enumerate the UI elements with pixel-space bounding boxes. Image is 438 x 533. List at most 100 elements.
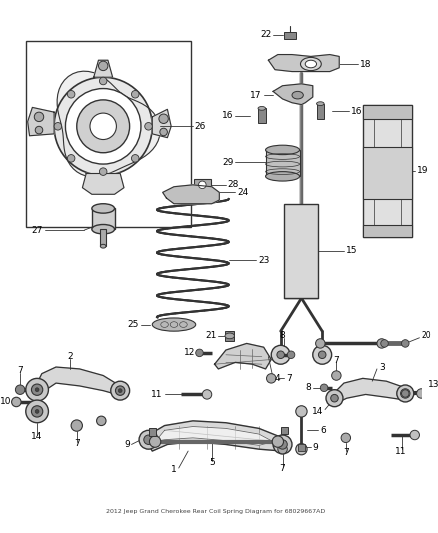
Ellipse shape [265, 145, 300, 155]
Circle shape [377, 338, 386, 348]
Circle shape [397, 385, 414, 402]
Circle shape [116, 386, 125, 395]
Text: 15: 15 [346, 246, 357, 255]
Circle shape [35, 126, 43, 134]
Text: 25: 25 [128, 320, 139, 329]
Ellipse shape [300, 58, 321, 70]
Polygon shape [215, 343, 271, 369]
Text: 27: 27 [32, 225, 43, 235]
Circle shape [77, 100, 130, 153]
Polygon shape [162, 185, 219, 204]
Text: 28: 28 [228, 180, 239, 189]
Circle shape [198, 181, 206, 189]
Circle shape [99, 61, 108, 70]
Circle shape [316, 338, 325, 348]
Circle shape [67, 155, 75, 162]
Bar [225, 331, 234, 341]
Circle shape [326, 390, 343, 407]
Circle shape [54, 77, 152, 175]
Ellipse shape [305, 60, 317, 68]
Text: 8: 8 [280, 332, 286, 341]
Circle shape [318, 351, 326, 359]
Circle shape [271, 345, 290, 364]
Circle shape [202, 390, 212, 399]
Circle shape [35, 409, 39, 413]
Text: 8: 8 [305, 383, 311, 392]
Circle shape [266, 374, 276, 383]
Circle shape [111, 381, 130, 400]
Bar [363, 104, 412, 119]
Text: 17: 17 [250, 91, 262, 100]
Text: 7: 7 [74, 439, 80, 448]
Circle shape [118, 389, 122, 392]
Circle shape [272, 436, 283, 447]
Text: 1: 1 [171, 465, 177, 474]
Polygon shape [268, 54, 339, 71]
Polygon shape [28, 108, 54, 136]
Circle shape [296, 443, 307, 455]
Circle shape [196, 349, 203, 357]
Text: 3: 3 [379, 362, 385, 372]
Text: 6: 6 [320, 426, 326, 435]
Text: 20: 20 [421, 332, 431, 341]
Ellipse shape [265, 172, 300, 181]
Text: 23: 23 [258, 256, 269, 265]
Circle shape [15, 385, 25, 394]
Bar [194, 179, 211, 190]
Circle shape [277, 351, 284, 359]
Circle shape [273, 435, 292, 454]
Polygon shape [148, 421, 283, 451]
Text: 14: 14 [312, 407, 323, 416]
Text: 2012 Jeep Grand Cherokee Rear Coil Spring Diagram for 68029667AD: 2012 Jeep Grand Cherokee Rear Coil Sprin… [106, 509, 325, 514]
Text: 18: 18 [360, 60, 371, 69]
Circle shape [54, 123, 62, 130]
Polygon shape [37, 367, 120, 397]
Circle shape [417, 389, 426, 398]
Ellipse shape [152, 318, 196, 331]
Text: 29: 29 [222, 158, 233, 167]
Circle shape [67, 91, 75, 98]
Text: 10: 10 [0, 398, 12, 407]
Polygon shape [273, 84, 313, 104]
Ellipse shape [92, 224, 114, 234]
Text: 9: 9 [313, 443, 318, 452]
Circle shape [97, 416, 106, 425]
Circle shape [145, 123, 152, 130]
Text: 7: 7 [333, 356, 339, 365]
Bar [284, 32, 296, 38]
Text: 19: 19 [417, 166, 428, 175]
Text: 13: 13 [428, 379, 438, 389]
Text: 2: 2 [67, 352, 73, 361]
Text: 11: 11 [395, 447, 406, 456]
Circle shape [90, 113, 117, 140]
Text: 11: 11 [151, 390, 162, 399]
Circle shape [131, 91, 139, 98]
Circle shape [139, 430, 158, 449]
Text: 26: 26 [195, 122, 206, 131]
Bar [363, 225, 412, 237]
Polygon shape [152, 109, 171, 138]
Text: 16: 16 [222, 111, 233, 120]
Circle shape [26, 378, 49, 401]
Circle shape [149, 436, 161, 447]
Bar [92, 208, 114, 229]
Polygon shape [155, 426, 273, 446]
Text: 4: 4 [275, 374, 281, 383]
Circle shape [401, 389, 410, 398]
Circle shape [32, 384, 43, 395]
Text: 16: 16 [350, 107, 362, 116]
Circle shape [159, 114, 168, 124]
Circle shape [34, 112, 44, 122]
Circle shape [99, 77, 107, 85]
Bar [265, 150, 300, 176]
Circle shape [402, 390, 409, 397]
Text: 9: 9 [124, 440, 130, 449]
Circle shape [144, 435, 153, 445]
Bar [281, 426, 288, 434]
Bar [363, 147, 412, 199]
Ellipse shape [100, 244, 106, 248]
Circle shape [332, 371, 341, 380]
Circle shape [381, 340, 389, 347]
Text: 24: 24 [237, 188, 248, 197]
Circle shape [278, 440, 287, 449]
